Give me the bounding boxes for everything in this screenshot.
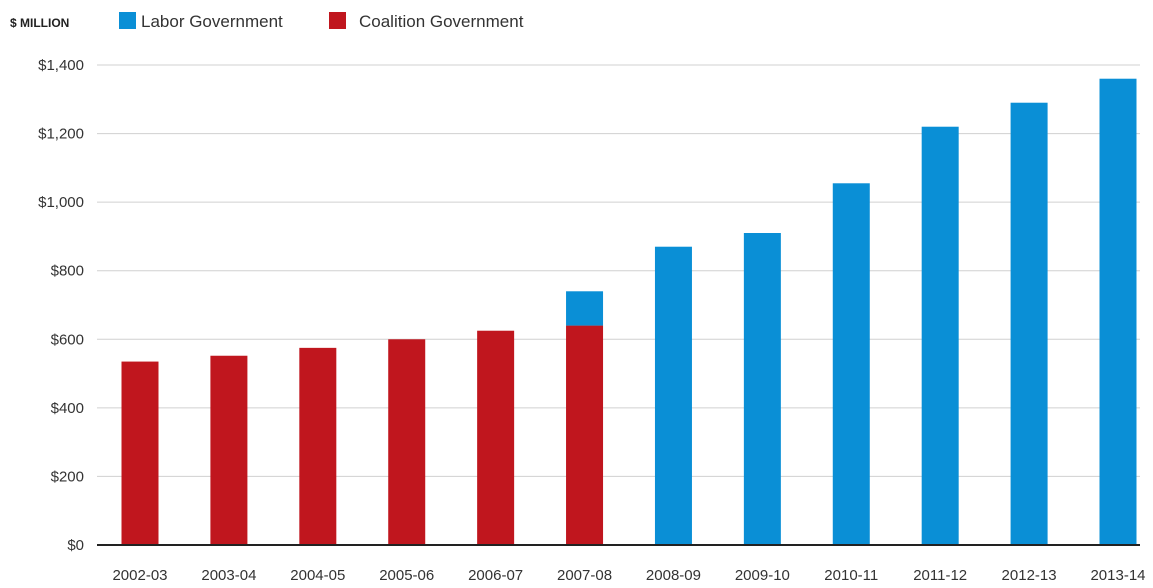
unit-label: $ MILLION	[10, 16, 69, 30]
y-tick-label: $200	[51, 468, 84, 485]
y-axis: $0 $200 $400 $600 $800 $1,000 $1,200 $1,400	[38, 57, 84, 554]
y-tick-label: $800	[51, 263, 84, 280]
bar-labor-government-2012-13	[1010, 102, 1048, 545]
bar-coalition-government-2003-04	[210, 355, 248, 545]
x-tick-label: 2010-11	[824, 567, 878, 584]
x-tick-label: 2004-05	[290, 567, 345, 584]
legend-label-coalition-government: Coalition Government	[359, 12, 524, 31]
bar-labor-government-2011-12	[921, 126, 959, 545]
bar-labor-government-2007-08	[566, 291, 604, 326]
bar-labor-government-2008-09	[654, 246, 692, 545]
bar-coalition-government-2004-05	[299, 347, 337, 545]
x-tick-label: 2006-07	[468, 567, 523, 584]
x-tick-label: 2005-06	[379, 567, 434, 584]
bar-labor-government-2013-14	[1099, 78, 1137, 545]
y-tick-label: $400	[51, 400, 84, 417]
bar-coalition-government-2007-08	[566, 325, 604, 545]
legend-swatch-labor-government	[119, 12, 136, 29]
x-tick-label: 2007-08	[557, 567, 612, 584]
y-tick-label: $0	[67, 537, 84, 554]
bar-labor-government-2009-10	[743, 233, 781, 545]
x-tick-label: 2008-09	[646, 567, 701, 584]
bar-coalition-government-2006-07	[477, 330, 515, 545]
x-tick-label: 2012-13	[1002, 567, 1057, 584]
y-tick-label: $1,200	[38, 126, 84, 143]
legend-swatch-coalition-government	[329, 12, 346, 29]
legend-label-labor-government: Labor Government	[141, 12, 283, 31]
x-tick-label: 2003-04	[201, 567, 256, 584]
x-tick-label: 2009-10	[735, 567, 790, 584]
bars	[121, 78, 1137, 546]
x-tick-label: 2011-12	[913, 567, 967, 584]
y-tick-label: $600	[51, 331, 84, 348]
x-tick-label: 2013-14	[1090, 567, 1145, 584]
bar-coalition-government-2005-06	[388, 339, 426, 545]
x-axis: 2002-03 2003-04 2004-05 2005-06 2006-07 2007-…	[112, 567, 1145, 584]
gridlines	[97, 64, 1140, 477]
bar-coalition-government-2002-03	[121, 361, 159, 545]
bar-labor-government-2010-11	[832, 183, 870, 546]
y-tick-label: $1,000	[38, 194, 84, 211]
legend: $ MILLION Labor Government Coalition Gove…	[10, 12, 524, 31]
x-tick-label: 2002-03	[112, 567, 167, 584]
y-tick-label: $1,400	[38, 57, 84, 74]
